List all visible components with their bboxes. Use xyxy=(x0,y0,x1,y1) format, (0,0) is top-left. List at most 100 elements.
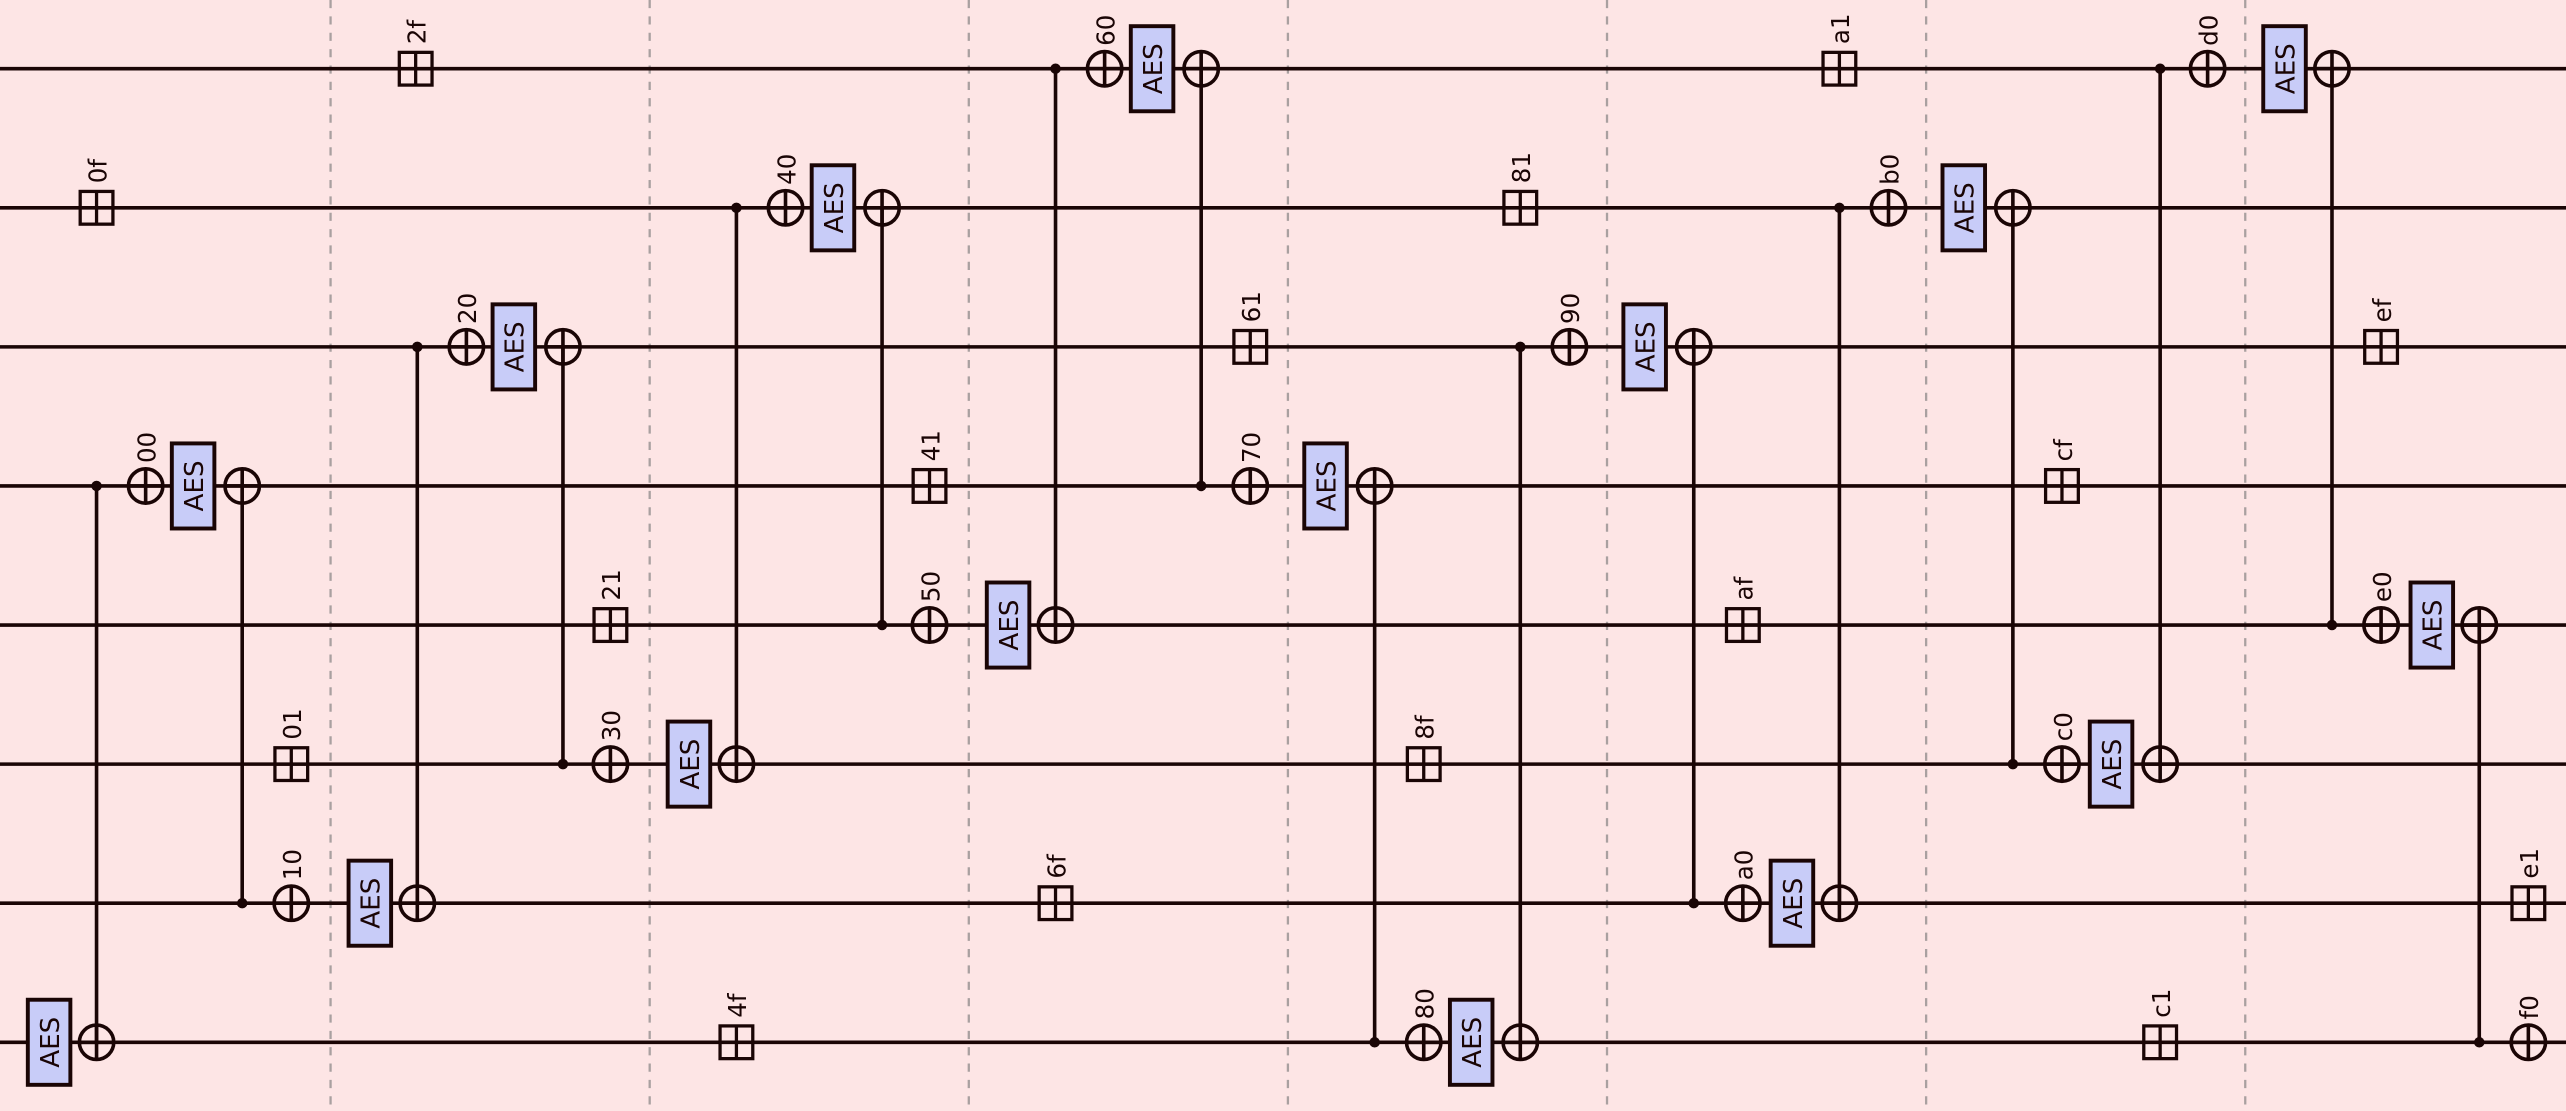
aes-box xyxy=(1447,997,1495,1087)
boxplus-constant-label: 01 xyxy=(278,708,307,739)
junction-dot xyxy=(1369,1037,1380,1048)
junction-dot xyxy=(1515,341,1526,353)
aes-label: AES xyxy=(2098,739,2128,790)
junction-dot xyxy=(236,897,248,909)
aes-label: AES xyxy=(1139,43,1169,94)
boxplus-gate: 81 xyxy=(1502,152,1539,226)
aes-label: AES xyxy=(995,600,1025,651)
aes-box xyxy=(2087,719,2135,809)
boxplus-gate: 01 xyxy=(273,708,310,783)
boxplus-gate: 4f xyxy=(718,992,755,1061)
boxplus-gate: ef xyxy=(2363,297,2400,365)
aes-block: AES xyxy=(1128,24,1176,114)
boxplus-constant-label: 2f xyxy=(402,19,431,45)
junction-dot xyxy=(876,619,888,631)
aes-label: AES xyxy=(1631,321,1661,372)
aes-box xyxy=(346,858,394,948)
xor-gate: f0 xyxy=(2509,995,2548,1062)
boxplus-gate: 2f xyxy=(397,19,434,87)
xor-constant-label: c0 xyxy=(2049,712,2078,741)
aes-block: AES xyxy=(1940,163,1988,253)
junction-dot xyxy=(2154,63,2166,74)
junction-dot xyxy=(91,480,102,492)
xor-gate xyxy=(223,466,262,505)
boxplus-constant-label: 81 xyxy=(1507,152,1536,183)
boxplus-constant-label: 21 xyxy=(597,569,626,600)
xor-gate: e0 xyxy=(2362,571,2401,645)
boxplus-constant-label: ef xyxy=(2368,297,2397,322)
aes-box xyxy=(2408,580,2456,670)
xor-gate: d0 xyxy=(2188,15,2227,88)
aes-block: AES xyxy=(2261,24,2308,114)
junction-dot xyxy=(1195,480,1207,492)
boxplus-gate: 6f xyxy=(1037,853,1074,922)
boxplus-gate: cf xyxy=(2043,438,2080,504)
xor-constant-label: 50 xyxy=(916,571,945,602)
boxplus-gate: 21 xyxy=(592,569,629,644)
xor-constant-label: d0 xyxy=(2194,15,2223,46)
boxplus-gate: 0f xyxy=(78,158,115,226)
xor-gate xyxy=(2313,49,2351,88)
xor-gate xyxy=(1674,327,1713,366)
boxplus-constant-label: a1 xyxy=(1826,14,1855,45)
xor-constant-label: 90 xyxy=(1556,293,1585,324)
xor-gate xyxy=(1182,49,1221,88)
junction-dot xyxy=(2326,619,2338,631)
xor-constant-label: 10 xyxy=(278,849,307,880)
aes-label: AES xyxy=(357,878,387,929)
junction-dot xyxy=(2474,1037,2485,1048)
xor-constant-label: a0 xyxy=(1730,850,1759,881)
boxplus-constant-label: 8f xyxy=(1411,714,1440,740)
aes-block: AES xyxy=(1302,441,1349,531)
junction-dot xyxy=(557,758,569,770)
boxplus-constant-label: 0f xyxy=(83,158,112,184)
aes-label: AES xyxy=(676,739,706,790)
aes-box xyxy=(25,997,73,1087)
xor-constant-label: 30 xyxy=(597,710,626,741)
junction-dot xyxy=(2007,758,2019,770)
aes-box xyxy=(1302,441,1349,531)
aes-box xyxy=(2261,24,2308,114)
aes-label: AES xyxy=(2419,600,2449,651)
boxplus-gate: 61 xyxy=(1232,291,1269,365)
aes-label: AES xyxy=(36,1017,66,1068)
boxplus-gate: af xyxy=(1724,575,1761,644)
aes-box xyxy=(665,719,713,809)
xor-gate xyxy=(77,1023,116,1062)
xor-constant-label: f0 xyxy=(2515,995,2544,1019)
xor-gate: b0 xyxy=(1869,154,1908,227)
xor-gate: 90 xyxy=(1550,293,1589,366)
boxplus-gate: e1 xyxy=(2510,848,2547,922)
aes-box xyxy=(490,302,538,392)
xor-gate xyxy=(2141,745,2180,784)
xor-constant-label: e0 xyxy=(2368,571,2397,602)
aes-box xyxy=(169,441,217,531)
aes-label: AES xyxy=(820,182,850,233)
aes-label: AES xyxy=(2271,43,2301,94)
xor-gate xyxy=(1036,606,1075,645)
aes-label: AES xyxy=(1951,182,1981,233)
xor-gate xyxy=(1820,884,1859,923)
boxplus-gate: c1 xyxy=(2142,989,2179,1061)
xor-gate xyxy=(1501,1023,1540,1062)
xor-gate xyxy=(2460,606,2499,645)
junction-dot xyxy=(1050,63,1061,74)
xor-gate: 20 xyxy=(447,293,486,366)
aes-block: AES xyxy=(490,302,538,392)
boxplus-constant-label: 4f xyxy=(723,992,752,1018)
aes-block: AES xyxy=(665,719,713,809)
aes-label: AES xyxy=(1312,460,1342,511)
boxplus-gate: 8f xyxy=(1405,714,1442,783)
aes-box xyxy=(1768,858,1816,948)
boxplus-gate: a1 xyxy=(1821,14,1858,87)
aes-block: AES xyxy=(2087,719,2135,809)
xor-gate: 50 xyxy=(910,571,949,645)
aes-box xyxy=(1621,302,1668,392)
aes-block: AES xyxy=(1621,302,1668,392)
xor-constant-label: 60 xyxy=(1091,15,1120,46)
xor-constant-label: 00 xyxy=(132,432,161,463)
xor-constant-label: 80 xyxy=(1411,988,1440,1019)
junction-dot xyxy=(1834,202,1845,214)
aes-label: AES xyxy=(501,321,531,372)
